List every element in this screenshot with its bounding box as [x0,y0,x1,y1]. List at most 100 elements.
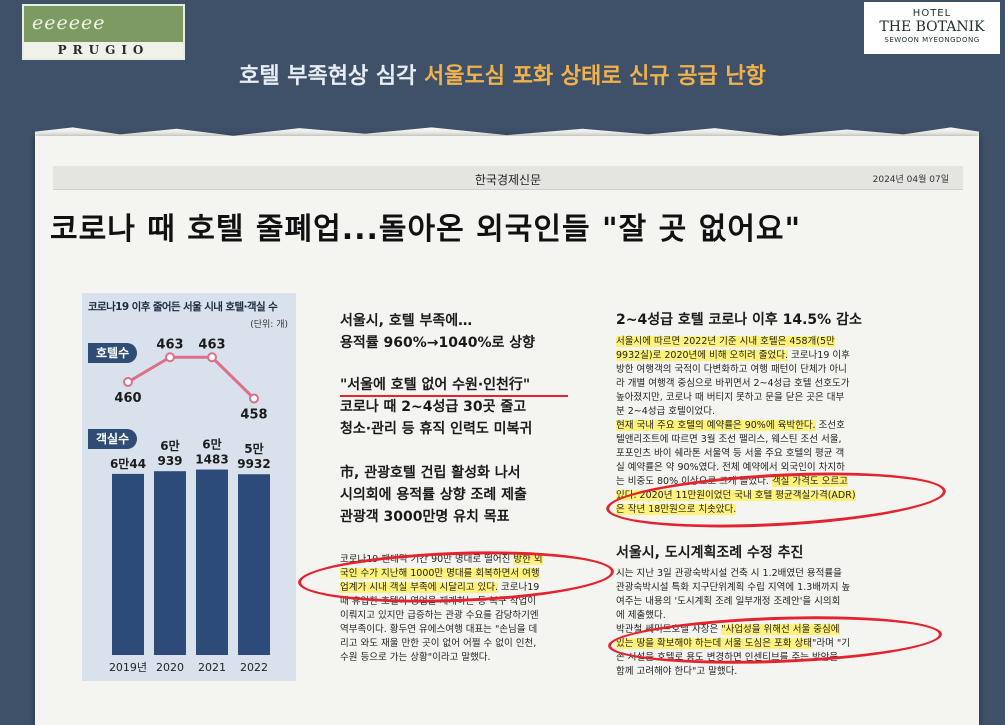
right-p1-line: 포포인츠 바이 쉐라톤 서울역 등 서울 주요 호텔의 평균 객 [616,447,916,461]
headline-part2: 서울도심 포화 상태로 신규 공급 난항 [424,64,766,89]
hotel-value-label: 463 [156,337,183,352]
hotel-value-label: 460 [114,391,141,406]
highlighted-text: 은 작년 18만원으로 치솟았다. [616,504,737,515]
subhead-1-line2: 용적률 960%→1040%로 상향 [340,335,536,351]
body-text: 포포인츠 바이 쉐라톤 서울역 등 서울 주요 호텔의 평균 객 [616,448,845,459]
hotel-value-label: 458 [240,408,267,423]
body-text: 수원 등으로 가는 상황"이라고 말했다. [340,652,491,663]
bar-1 [154,471,186,655]
right-p2-line: 함께 고려해야 한다"고 말했다. [616,665,916,679]
hotel-point-1 [165,352,175,363]
body-text: 코로나19 팬데믹 기간 90만 명대로 떨어진 [340,554,514,565]
body-text: 라 개별 여행객 중심으로 바뀌면서 2~4성급 호텔 선호도가 [616,378,850,389]
middle-body-text: 코로나19 팬데믹 기간 90만 명대로 떨어진 방한 외 국인 수가 지난해 1… [340,553,600,665]
hotel-point-2 [207,352,217,363]
body-text: 여주는 내용의 '도시계획 조례 일부개정 조례안'을 시의회 [616,596,841,607]
newspaper-name: 한국경제신문 [474,173,542,187]
right-p2-line: 박관철 쎄미트호텔 사장은 "사업성을 위해선 서울 중심에 [616,623,916,637]
series-badge-hotels: 호텔수 [88,343,138,363]
room-value-label: 5만 [244,441,263,456]
middle-body-line: 역부족이다. 황두연 유에스여행 대표는 "손님을 데 [340,623,600,637]
middle-body-line: 리고 와도 재울 만한 곳이 없어 어쩔 수 없이 인천, [340,637,600,651]
room-value-label: 939 [157,454,182,468]
body-text: 관광숙박시설 특화 지구단위계획 수립 지역에 1.3배까지 높 [616,582,851,593]
body-text: 조선호 [815,420,845,431]
source-bar: 한국경제신문 2024년 04월 07일 [53,166,963,190]
subheads-2: "서울에 호텔 없어 수원·인천行" 코로나 때 2~4성급 30곳 줄고 청소… [340,374,600,440]
prugio-logo-script: eeeeee [32,12,106,34]
body-text: 함께 고려해야 한다"고 말했다. [616,666,738,677]
right-p1-line: 현재 국내 주요 호텔의 예약률은 90%에 육박한다. 조선호 [616,419,916,433]
botanik-logo-line1: HOTEL [912,8,952,19]
subhead-3-line3: 관광객 3000만명 유치 목표 [340,509,510,525]
middle-body-line: 코로나19 팬데믹 기간 90만 명대로 떨어진 방한 외 [340,553,600,567]
x-tick-label: 2020 [156,661,184,674]
subheads-3: 市, 관광호텔 건립 활성화 나서 시의회에 용적률 상향 조례 제출 관광객 … [340,462,600,528]
highlighted-text: 있는 땅을 확보해야 하는데 서울 도심은 포화 상태 [616,638,812,649]
body-text: 박관철 쎄미트호텔 사장은 [616,624,722,635]
right-paragraph-1: 서울시에 따르면 2022년 기준 시내 호텔은 458개(5만 9932실)로 … [616,335,916,517]
red-underline [340,395,568,397]
chart-unit: (단위: 개) [250,320,288,330]
highlighted-text: 현재 국내 주요 호텔의 예약률은 90%에 육박한다. [616,420,816,431]
body-text: 방한 여행객의 국적이 다변화하고 여행 패턴이 단체가 아니 [616,364,847,375]
right-p1-line: 는 비중도 80% 이상으로 크게 늘었다. 객실 가격도 오르고 [616,475,916,489]
subhead-1-line1: 서울시, 호텔 부족에… [340,313,473,329]
right-p1-line: 텔앤리조트에 따르면 3월 조선 팰리스, 웨스틴 조선 서울, [616,433,916,447]
chart-title: 코로나19 이후 줄어든 서울 시내 호텔·객실 수 [88,301,278,313]
middle-body-line: 때 휴업한 호텔이 영업을 재개하는 등 복구 작업이 [340,595,600,609]
article-title: 코로나 때 호텔 줄폐업...돌아온 외국인들 "잘 곳 없어요" [50,212,802,247]
highlighted-text: "사업성을 위해선 서울 중심에 [721,624,840,635]
body-text: "라며 "기 [811,638,850,649]
right-p1-line: 은 작년 18만원으로 치솟았다. [616,503,916,517]
botanik-logo-line3: SEWOON MYEONGDONG [884,36,980,44]
middle-body-line: 업계가 시내 객실 부족에 시달리고 있다. 코로나19 [340,581,600,595]
right-p1-line: 서울시에 따르면 2022년 기준 시내 호텔은 458개(5만 [616,335,916,349]
hotel-series-line [127,355,256,400]
botanik-logo-line2: THE BOTANIK [879,19,985,35]
article-date: 2024년 04월 07일 [872,175,949,185]
right-p1-line: 높아졌지만, 코로나 때 버티지 못하고 문을 닫은 곳은 대부 [616,391,916,405]
slide-headline: 호텔 부족현상 심각 서울도심 포화 상태로 신규 공급 난항 [0,62,1005,92]
room-value-label: 6만 [202,437,221,452]
bar-2 [196,469,228,655]
subheads-1: 서울시, 호텔 부족에… 용적률 960%→1040%로 상향 [340,310,600,354]
prugio-logo-text: PRUGIO [24,42,183,58]
body-text: 에 제출했다. [616,610,666,621]
room-value-label: 6만44 [110,456,146,471]
right-p1-line: 실 예약률은 약 90%였다. 전체 예약에서 외국인이 차지하 [616,461,916,475]
botanik-logo: HOTEL THE BOTANIK SEWOON MYEONGDONG [864,2,1000,54]
middle-body-line: 수원 등으로 가는 상황"이라고 말했다. [340,651,600,665]
subhead-2-line1: "서울에 호텔 없어 수원·인천行" [340,377,531,393]
body-text: 역부족이다. 황두연 유에스여행 대표는 "손님을 데 [340,624,538,635]
subhead-2-line3: 청소·관리 등 휴직 인력도 미복귀 [340,421,533,437]
right-p2-line: 시는 지난 3일 관광숙박시설 건축 시 1.2배였던 용적률을 [616,567,916,581]
highlighted-text: 서울시에 따르면 2022년 기준 시내 호텔은 458개(5만 [616,336,835,347]
body-text: 이뤄지고 있지만 급증하는 관광 수요를 감당하기엔 [340,610,539,621]
highlighted-text: 있다. 2020년 11만원이었던 국내 호텔 평균객실가격(ADR) [616,490,856,501]
highlighted-text: 업계가 시내 객실 부족에 시달리고 있다. [340,582,498,593]
body-text: 코로나19 이후 [788,350,850,361]
subhead-3-line1: 市, 관광호텔 건립 활성화 나서 [340,465,521,481]
body-text: 리고 와도 재울 만한 곳이 없어 어쩔 수 없이 인천, [340,638,537,649]
middle-body-line: 국인 수가 지난해 1000만 명대를 회복하면서 여행 [340,567,600,581]
middle-body-line: 이뤄지고 있지만 급증하는 관광 수요를 감당하기엔 [340,609,600,623]
right-p2-line: 있는 땅을 확보해야 하는데 서울 도심은 포화 상태"라며 "기 [616,637,916,651]
highlighted-text: 방한 외 [513,554,543,565]
right-p2-line: 에 제출했다. [616,609,916,623]
right-p2-line: 존 시설을 호텔로 용도 변경하면 인센티브를 주는 방안을 [616,651,916,665]
bar-0 [112,473,144,655]
prugio-logo: eeeeee PRUGIO [22,4,185,60]
right-heading-2: 서울시, 도시계획조례 수정 추진 [616,545,804,561]
chart-canvas: 6만442019년6만93920206만148320215만9932202246… [109,337,271,674]
bar-3 [238,474,270,655]
highlighted-text: 국인 수가 지난해 1000만 명대를 회복하면서 여행 [340,568,540,579]
right-paragraph-2: 시는 지난 3일 관광숙박시설 건축 시 1.2배였던 용적률을 관광숙박시설 특… [616,567,916,679]
room-value-label: 9932 [237,457,270,471]
highlighted-text: 9932실)로 2020년에 비해 오히려 줄었다. [616,350,789,361]
body-text: 는 비중도 80% 이상으로 크게 늘었다. [616,476,772,487]
right-p1-line: 방한 여행객의 국적이 다변화하고 여행 패턴이 단체가 아니 [616,363,916,377]
x-tick-label: 2021 [198,661,226,674]
hotel-room-chart: 6만44 2019년 6만 939 2020 6만 1483 2021 5만 9932 2022 46… [82,293,296,681]
hotel-value-label: 463 [198,337,225,352]
